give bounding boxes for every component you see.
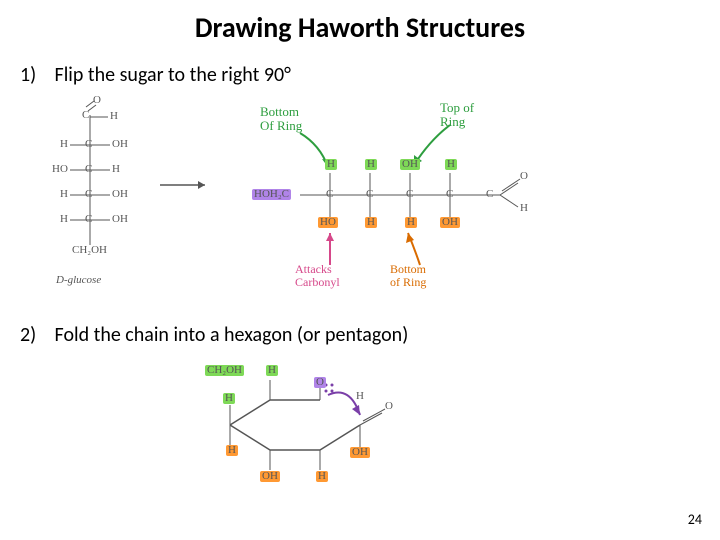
haw-t2: H — [266, 365, 278, 376]
fischer-r3l: HO — [52, 164, 68, 175]
fischer-r4r: OH — [112, 189, 128, 200]
lin-b1: HO — [318, 217, 338, 228]
lin-c2: C — [366, 189, 373, 200]
diagram-2: CH₂OH H O H H OH H OH H O — [30, 355, 710, 505]
step-2-num: 2) — [20, 323, 50, 347]
diagram-1: O C H H C OH HO C H H C OH H C OH CH₂OH … — [30, 95, 710, 305]
lin-b4: OH — [440, 217, 460, 228]
label-top-of-ring: Top ofRing — [440, 101, 474, 130]
fischer-o: O — [93, 95, 101, 106]
step-1-text: Flip the sugar to the right 90° — [55, 63, 291, 87]
fischer-label: D-glucose — [56, 275, 101, 286]
fischer-bottom: CH₂OH — [72, 245, 107, 256]
haw-t4: H — [356, 391, 364, 402]
step-2: 2) Fold the chain into a hexagon (or pen… — [0, 323, 720, 347]
lin-rcap-o: O — [520, 171, 528, 182]
step-1-num: 1) — [20, 63, 50, 87]
haw-t1: CH₂OH — [205, 365, 244, 376]
fischer-c1h: H — [110, 111, 118, 122]
lin-t1: H — [325, 159, 337, 170]
haw-b1: H — [226, 445, 238, 456]
lin-b2: H — [365, 217, 377, 228]
page-number: 24 — [688, 511, 702, 528]
fischer-c2: C — [85, 139, 92, 150]
lin-c1: C — [326, 189, 333, 200]
fischer-r5r: OH — [112, 214, 128, 225]
fischer-r3r: H — [112, 164, 120, 175]
fischer-c5: C — [85, 214, 92, 225]
lin-leftcap: HOH₂C — [252, 189, 291, 200]
fischer-c3: C — [85, 164, 92, 175]
fischer-r2r: OH — [112, 139, 128, 150]
haw-b4: OH — [350, 447, 370, 458]
lin-c3: C — [406, 189, 413, 200]
label-attacks-carbonyl: AttacksCarbonyl — [295, 263, 340, 289]
lin-t4: H — [445, 159, 457, 170]
lin-c5: C — [486, 189, 493, 200]
fischer-r2l: H — [60, 139, 68, 150]
haw-carbonyl-o: O — [385, 401, 393, 412]
haw-o-ring: O — [314, 377, 326, 388]
step-2-text: Fold the chain into a hexagon (or pentag… — [55, 323, 409, 347]
fischer-c4: C — [85, 189, 92, 200]
haw-left-h: H — [223, 393, 235, 404]
label-bottom-of-ring-bottom: Bottomof Ring — [390, 263, 426, 289]
fischer-r5l: H — [60, 214, 68, 225]
haw-b2: OH — [260, 471, 280, 482]
lin-b3: H — [405, 217, 417, 228]
page-title: Drawing Haworth Structures — [0, 0, 720, 45]
lin-c4: C — [446, 189, 453, 200]
step-1: 1) Flip the sugar to the right 90° — [0, 63, 720, 87]
fischer-r4l: H — [60, 189, 68, 200]
lin-rcap-h: H — [520, 203, 528, 214]
label-bottom-of-ring-top: BottomOf Ring — [260, 105, 302, 134]
lin-t3: OH — [400, 159, 420, 170]
haw-b3: H — [316, 471, 328, 482]
fischer-c1: C — [82, 110, 89, 121]
lin-t2: H — [365, 159, 377, 170]
